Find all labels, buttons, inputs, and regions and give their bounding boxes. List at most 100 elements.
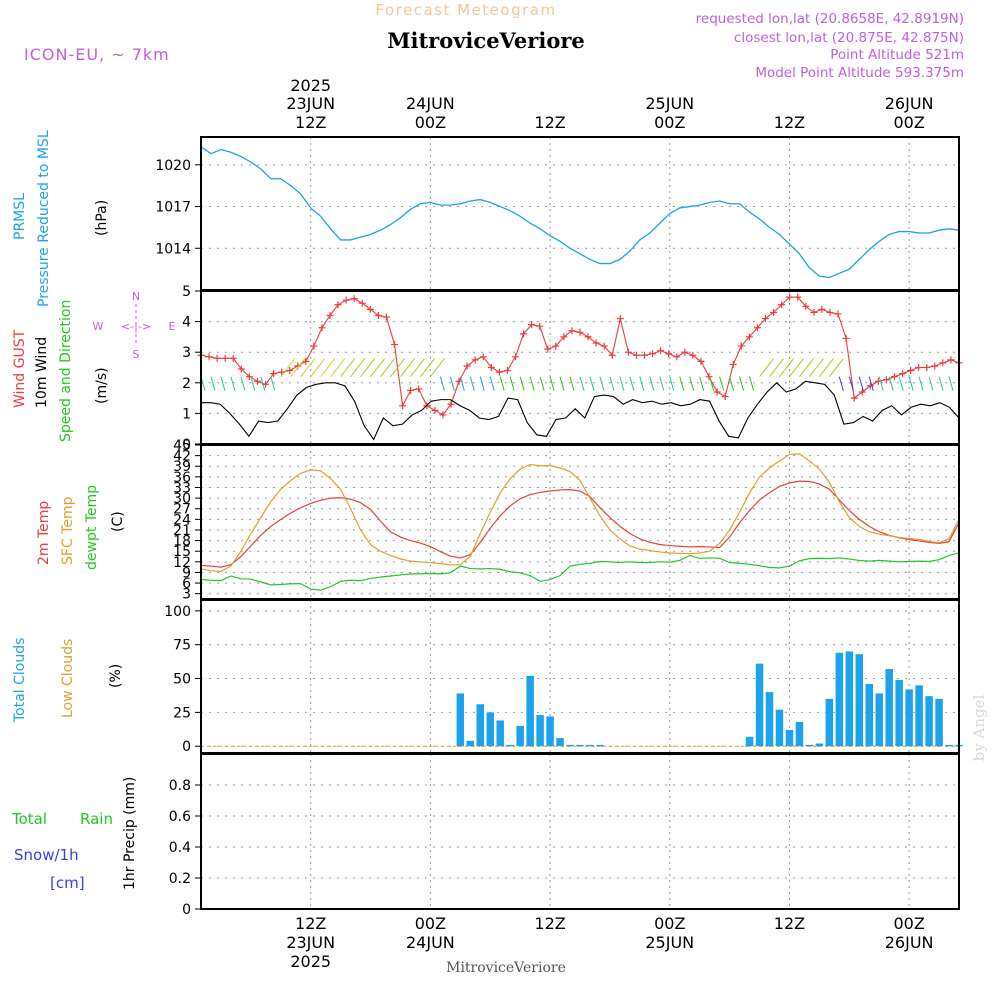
cloud-panel-labels: Total Clouds Low Clouds (%) — [12, 638, 124, 723]
total-cloud-bar — [745, 736, 754, 747]
y-tick-label: 5 — [182, 284, 191, 300]
point-altitude: Point Altitude 521m — [830, 47, 964, 63]
total-cloud-bar — [845, 651, 854, 747]
product-title: Forecast Meteogram — [375, 1, 556, 19]
panel-border-2 — [200, 444, 960, 600]
wind-direction-arrow — [838, 376, 844, 391]
wind-direction-arrow — [270, 376, 276, 391]
total-cloud-bar — [596, 744, 604, 747]
gust-marker — [915, 364, 923, 371]
wind-direction-arrow — [260, 376, 266, 391]
wind-direction-arrow — [599, 376, 605, 391]
gust-marker — [237, 365, 245, 373]
gust-marker — [366, 305, 374, 313]
wind-direction-arrow — [938, 376, 944, 391]
wind-direction-arrow — [719, 376, 725, 391]
y-tick-label: 0.4 — [169, 840, 191, 856]
y-tick-label: 0.6 — [169, 809, 191, 825]
total-cloud-bar — [775, 709, 784, 747]
wind-direction-arrow — [400, 358, 415, 377]
bottom-time-label: 12Z — [774, 914, 805, 933]
wind-unit: (m/s) — [94, 367, 110, 404]
total-cloud-bar — [536, 715, 544, 747]
wind-direction-arrow — [878, 376, 884, 391]
bottom-time-label: 24JUN — [406, 933, 455, 952]
total-cloud-bar — [935, 698, 943, 747]
sfc-label: SFC Temp — [60, 496, 76, 565]
y-tick-label: 0.2 — [169, 871, 191, 887]
gust-marker — [342, 296, 350, 304]
gust-label: Wind GUST — [12, 329, 28, 408]
gust-marker — [503, 367, 511, 375]
wind-direction-arrow — [709, 376, 715, 391]
wind-direction-arrow — [888, 376, 894, 391]
wind-direction-arrow — [320, 358, 336, 377]
clouds-unit: (%) — [108, 664, 124, 688]
wind-direction-arrow — [549, 376, 555, 391]
wind-direction-arrow — [868, 376, 874, 391]
total-cloud-bar — [486, 712, 494, 747]
gust-marker — [479, 353, 487, 361]
y-tick-label: 25 — [173, 705, 191, 721]
rain-label-b: Rain — [80, 810, 113, 828]
gust-marker — [221, 354, 229, 362]
gust-marker — [665, 350, 673, 358]
gust-marker — [729, 360, 737, 368]
gust-marker — [810, 308, 818, 316]
gust-marker — [826, 308, 834, 316]
panel-wind: 0 1 2 3 4 5 — [182, 284, 963, 453]
gust-marker — [528, 321, 536, 329]
gust-marker — [737, 342, 745, 350]
bottom-time-label: 23JUN — [286, 933, 335, 952]
wind-direction-arrow — [479, 376, 485, 391]
wind-direction-arrow — [449, 376, 455, 391]
total-cloud-bar — [815, 743, 824, 747]
y-tick-label: 0 — [182, 902, 191, 918]
gust-marker — [374, 311, 382, 319]
wind-direction-arrow — [569, 376, 575, 391]
wind-direction-arrow — [509, 376, 515, 391]
total-cloud-bar — [586, 744, 594, 747]
gust-marker — [850, 394, 858, 402]
gust-marker — [560, 333, 568, 341]
gust-marker — [592, 339, 600, 347]
gust-marker — [253, 377, 261, 385]
compass-w: W — [93, 320, 104, 333]
wind-direction-arrow — [360, 358, 375, 377]
wind-direction-arrow — [898, 376, 904, 391]
y-tick-label: 1014 — [155, 241, 191, 257]
gust-marker — [689, 351, 697, 359]
pressure-label-2: Pressure Reduced to MSL — [36, 130, 52, 307]
wind-direction-arrow — [330, 358, 346, 377]
total-cloud-bar — [456, 693, 465, 747]
y-tick-label: 9 — [182, 565, 191, 581]
gust-marker — [286, 367, 294, 375]
wind-direction-arrow — [629, 376, 635, 391]
wind-direction-arrow — [410, 358, 425, 377]
gust-marker — [890, 373, 898, 381]
wind-direction-arrow — [499, 376, 505, 391]
y-tick-label: 3 — [182, 345, 191, 361]
top-time-label: 12Z — [534, 113, 565, 132]
bottom-time-label: 00Z — [415, 914, 446, 933]
gust-marker — [471, 356, 479, 364]
gust-marker — [641, 351, 649, 359]
bottom-time-label: 25JUN — [645, 933, 694, 952]
bottom-time-label: 2025 — [290, 952, 331, 971]
wind-direction-arrow — [799, 358, 814, 377]
wind-direction-arrow — [220, 376, 226, 391]
wind-direction-arrow — [818, 358, 834, 377]
gust-marker — [318, 324, 326, 332]
gust-marker — [391, 341, 399, 349]
y-tick-label: 21 — [173, 523, 191, 539]
gust-marker — [866, 382, 874, 390]
total-cloud-bar — [506, 744, 514, 747]
gust-marker — [947, 356, 955, 364]
gust-marker — [786, 293, 794, 301]
gust-marker — [608, 351, 616, 359]
wind-direction-arrow — [430, 358, 445, 377]
gust-marker — [713, 388, 721, 396]
